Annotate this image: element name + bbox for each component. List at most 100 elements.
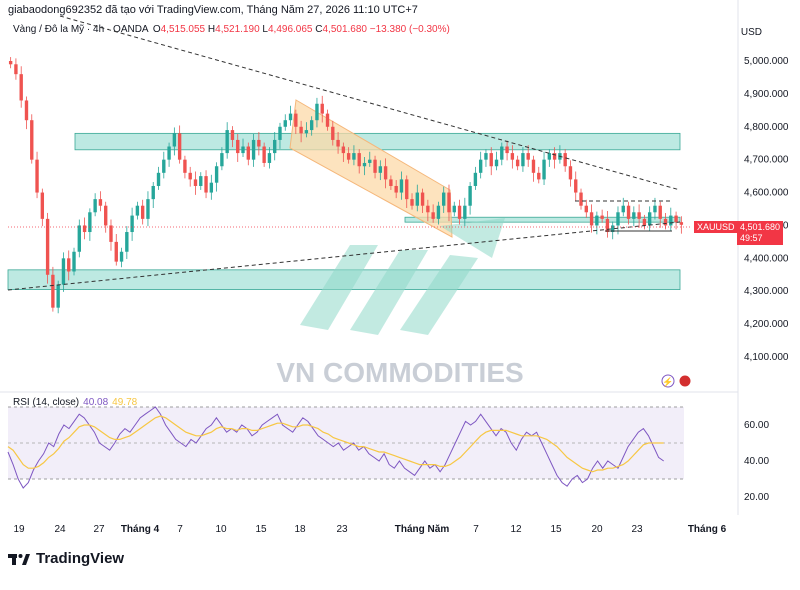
x-tick-label: 19 <box>13 524 25 535</box>
candle-body <box>457 205 462 219</box>
candle-body <box>600 215 604 219</box>
candle-body <box>568 166 573 180</box>
candle-body <box>373 159 377 173</box>
candle-body <box>98 199 103 206</box>
candle-body <box>45 218 50 275</box>
rsi-label[interactable]: RSI (14, close) <box>13 397 80 408</box>
symbol-label[interactable]: Vàng / Đô la Mỹ · 4h · OANDA <box>13 24 149 35</box>
candle-body <box>357 153 361 167</box>
candle-body <box>315 103 319 121</box>
rsi-ma-value: 49.78 <box>112 397 138 408</box>
candle-body <box>642 218 647 226</box>
candle-body <box>669 215 673 226</box>
candle-body <box>352 153 356 160</box>
candle-body <box>225 130 229 154</box>
candle-body <box>151 185 155 200</box>
candle-body <box>478 159 483 173</box>
candle-body <box>537 172 541 180</box>
low-label: L <box>262 24 268 35</box>
candle-body <box>621 205 625 213</box>
candle-body <box>209 182 214 193</box>
footer: TradingView <box>8 550 124 567</box>
candle-body <box>262 146 266 163</box>
price-tag-value: 4,501.680 <box>740 222 781 232</box>
y-tick-label: 4,200.000 <box>744 319 789 330</box>
candle-body <box>394 185 398 193</box>
candle-body <box>378 166 383 173</box>
candle-body <box>61 258 66 285</box>
ticker-tag: XAUUSD <box>694 221 738 233</box>
candle-body <box>82 225 87 233</box>
upper-trendline <box>59 15 681 191</box>
candle-body <box>552 153 557 160</box>
candle-body <box>526 153 530 160</box>
support-resistance-zone[interactable] <box>404 216 681 223</box>
candle-body <box>399 179 404 193</box>
candle-body <box>463 205 467 219</box>
candle-body <box>93 199 97 213</box>
candle-body <box>452 205 456 213</box>
candle-body <box>420 192 425 206</box>
candle-body <box>267 153 272 163</box>
x-tick-label: 23 <box>336 524 348 535</box>
footer-brand[interactable]: TradingView <box>36 550 125 567</box>
candle-body <box>505 146 509 154</box>
candle-body <box>24 100 29 121</box>
candle-body <box>299 126 303 134</box>
flag-icon[interactable] <box>678 374 692 388</box>
x-tick-label: Tháng Năm <box>395 524 450 535</box>
candle-body <box>632 212 636 219</box>
candle-body <box>167 146 171 160</box>
lightning-icon[interactable] <box>661 374 675 388</box>
lower-trendline <box>7 221 681 291</box>
x-tick-label: 23 <box>631 524 643 535</box>
candle-body <box>283 120 287 127</box>
candle-body <box>146 199 150 219</box>
candle-body <box>542 159 546 180</box>
candle-body <box>246 146 250 160</box>
x-tick-label: 15 <box>255 524 267 535</box>
candle-body <box>468 185 472 206</box>
x-tick-label: 18 <box>294 524 306 535</box>
candle-body <box>177 133 182 160</box>
candle-body <box>278 126 282 140</box>
candle-body <box>494 159 499 167</box>
candle-body <box>574 179 578 193</box>
candle-body <box>436 205 441 219</box>
candle-body <box>230 130 235 140</box>
close-label: C <box>315 24 323 35</box>
candle-body <box>389 179 393 186</box>
candle-body <box>626 205 631 219</box>
candle-body <box>14 64 18 75</box>
candle-body <box>531 159 536 173</box>
candle-body <box>674 215 678 223</box>
rsi-legend: RSI (14, close) 40.08 49.78 <box>13 397 137 408</box>
candle-body <box>616 212 620 226</box>
candle-body <box>336 139 340 147</box>
x-tick-label: 10 <box>215 524 227 535</box>
candle-body <box>30 120 34 160</box>
candle-body <box>473 172 478 186</box>
x-tick-label: 20 <box>591 524 603 535</box>
x-tick-label: 12 <box>510 524 522 535</box>
candle-body <box>51 274 55 308</box>
candle-body <box>647 212 652 226</box>
candle-body <box>135 205 140 216</box>
candle-body <box>162 159 166 173</box>
candle-body <box>104 205 108 226</box>
countdown-tag: 49:57 <box>740 233 763 243</box>
change-value: −13.380 (−0.30%) <box>369 24 450 35</box>
candle-body <box>273 139 277 154</box>
y-tick-label: 4,400.000 <box>744 253 789 264</box>
candle-body <box>589 212 594 226</box>
rsi-tick-label: 40.00 <box>744 456 769 467</box>
candle-body <box>35 159 39 193</box>
x-tick-label: 24 <box>54 524 66 535</box>
candle-body <box>236 139 240 154</box>
candle-body <box>500 146 504 160</box>
candle-body <box>405 179 409 200</box>
candle-body <box>19 74 23 101</box>
y-tick-label: 4,900.000 <box>744 89 789 100</box>
candle-body <box>199 176 203 186</box>
